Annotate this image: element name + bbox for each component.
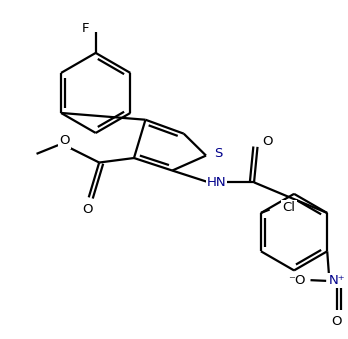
Text: O: O <box>59 135 70 147</box>
Text: N⁺: N⁺ <box>328 274 345 287</box>
Text: ⁻O: ⁻O <box>288 274 305 287</box>
Text: O: O <box>263 135 273 148</box>
Text: Cl: Cl <box>283 201 295 214</box>
Text: S: S <box>214 147 222 160</box>
Text: O: O <box>331 315 342 328</box>
Text: O: O <box>82 203 92 216</box>
Text: HN: HN <box>207 176 226 189</box>
Text: F: F <box>82 22 90 35</box>
